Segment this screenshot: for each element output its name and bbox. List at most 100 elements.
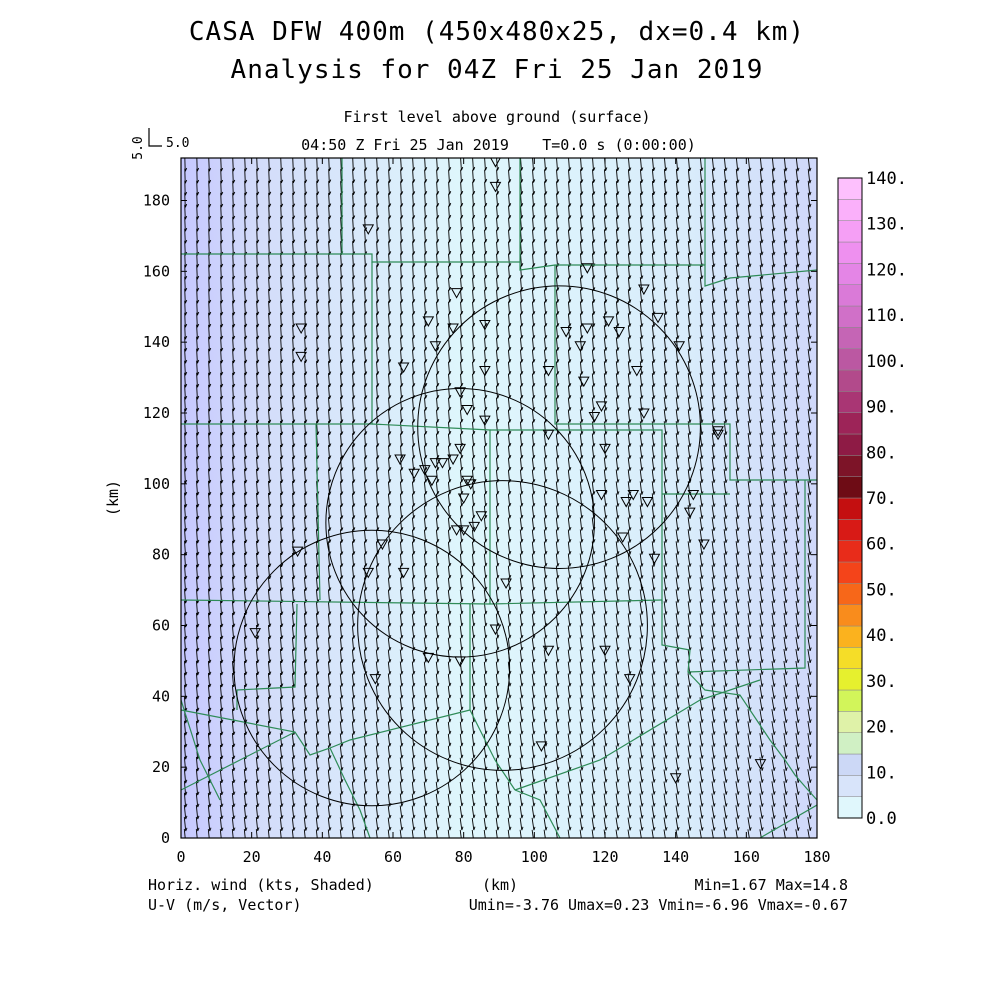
wind-vector bbox=[304, 517, 308, 531]
wind-vector bbox=[424, 373, 428, 387]
wind-vector bbox=[687, 337, 692, 352]
wind-vector bbox=[687, 793, 692, 807]
wind-vector bbox=[256, 540, 260, 556]
wind-vector bbox=[663, 805, 668, 819]
wind-vector bbox=[663, 469, 668, 483]
wind-vector bbox=[352, 337, 356, 351]
wind-vector bbox=[807, 168, 812, 184]
wind-vector bbox=[603, 733, 608, 747]
wind-vector bbox=[483, 397, 488, 411]
wind-vector bbox=[783, 793, 788, 807]
wind-vector bbox=[579, 685, 584, 699]
wind-vector bbox=[412, 181, 416, 195]
wind-vector bbox=[555, 637, 560, 651]
wind-vector bbox=[495, 397, 500, 411]
wind-vector bbox=[615, 805, 620, 819]
wind-vector bbox=[399, 697, 404, 711]
wind-vector bbox=[543, 541, 548, 555]
wind-vector bbox=[208, 516, 212, 532]
wind-vector bbox=[591, 745, 596, 759]
wind-vector bbox=[219, 768, 224, 784]
wind-vector bbox=[663, 493, 668, 507]
wind-vector bbox=[208, 468, 212, 484]
wind-vector bbox=[495, 553, 500, 567]
colorbar-label: 100. bbox=[866, 352, 907, 372]
wind-vector bbox=[280, 324, 284, 340]
wind-vector bbox=[711, 685, 716, 699]
wind-vector bbox=[579, 565, 584, 579]
timestep-label: T=0.0 s (0:00:00) bbox=[542, 136, 696, 154]
wind-vector bbox=[424, 421, 428, 435]
wind-vector bbox=[543, 745, 548, 759]
wind-vector bbox=[723, 240, 728, 256]
wind-vector bbox=[759, 697, 764, 711]
wind-vector bbox=[735, 529, 740, 544]
wind-vector bbox=[256, 444, 260, 460]
wind-vector bbox=[376, 265, 380, 279]
wind-vector bbox=[735, 613, 740, 627]
wind-vector bbox=[315, 781, 320, 795]
wind-vector bbox=[531, 589, 536, 603]
wind-vector bbox=[232, 360, 236, 376]
wind-vector bbox=[388, 337, 392, 351]
wind-vector bbox=[267, 709, 272, 724]
wind-vector bbox=[376, 421, 380, 435]
wind-vector bbox=[807, 384, 812, 400]
wind-vector bbox=[340, 265, 344, 279]
wind-vector bbox=[639, 505, 644, 519]
wind-vector bbox=[651, 565, 656, 579]
wind-vector bbox=[459, 793, 464, 807]
wind-vector bbox=[579, 397, 584, 411]
wind-vector bbox=[591, 817, 596, 831]
wind-vector bbox=[376, 205, 380, 219]
wind-vector bbox=[291, 757, 296, 771]
wind-vector bbox=[256, 504, 260, 520]
station-marker bbox=[362, 567, 375, 579]
vector-key: 5.0 5.0 bbox=[131, 128, 189, 160]
wind-vector bbox=[532, 181, 536, 195]
wind-vector bbox=[388, 409, 392, 423]
y-tick-label: 0 bbox=[161, 829, 170, 847]
wind-vector bbox=[795, 685, 800, 700]
wind-vector bbox=[519, 649, 524, 663]
field-min-max: Min=1.67 Max=14.8 bbox=[694, 876, 848, 894]
wind-vector bbox=[735, 228, 740, 244]
wind-vector bbox=[471, 589, 476, 603]
wind-vector bbox=[603, 517, 608, 531]
wind-vector bbox=[376, 277, 380, 291]
wind-vector bbox=[543, 313, 548, 327]
wind-vector bbox=[376, 385, 380, 399]
wind-vector bbox=[783, 516, 788, 532]
wind-vector bbox=[615, 361, 620, 375]
wind-vector bbox=[759, 661, 764, 675]
wind-vector bbox=[399, 589, 404, 603]
wind-vector bbox=[544, 217, 548, 231]
wind-vector bbox=[424, 277, 428, 291]
colorbar-swatch bbox=[837, 455, 863, 477]
wind-vector bbox=[759, 709, 764, 723]
wind-vector bbox=[472, 229, 476, 243]
wind-vector bbox=[388, 158, 392, 171]
wind-vector bbox=[339, 793, 344, 807]
wind-vector bbox=[220, 384, 224, 400]
wind-vector bbox=[387, 565, 392, 579]
wind-vector bbox=[423, 829, 426, 838]
wind-vector bbox=[723, 589, 728, 603]
wind-vector bbox=[663, 649, 668, 663]
wind-vector bbox=[544, 158, 548, 171]
wind-vector bbox=[340, 373, 344, 387]
wind-vector bbox=[208, 324, 212, 340]
wind-vector bbox=[675, 205, 680, 220]
wind-vector bbox=[759, 805, 764, 819]
wind-vector bbox=[184, 528, 188, 544]
wind-vector bbox=[531, 601, 536, 615]
wind-vector bbox=[460, 373, 464, 387]
wind-vector bbox=[208, 576, 212, 592]
wind-vector bbox=[675, 613, 680, 627]
wind-vector bbox=[387, 493, 392, 507]
wind-vector bbox=[675, 241, 680, 256]
wind-vector bbox=[495, 793, 500, 807]
wind-vector bbox=[639, 685, 644, 699]
wind-vector bbox=[795, 312, 800, 328]
wind-vector bbox=[795, 216, 800, 232]
